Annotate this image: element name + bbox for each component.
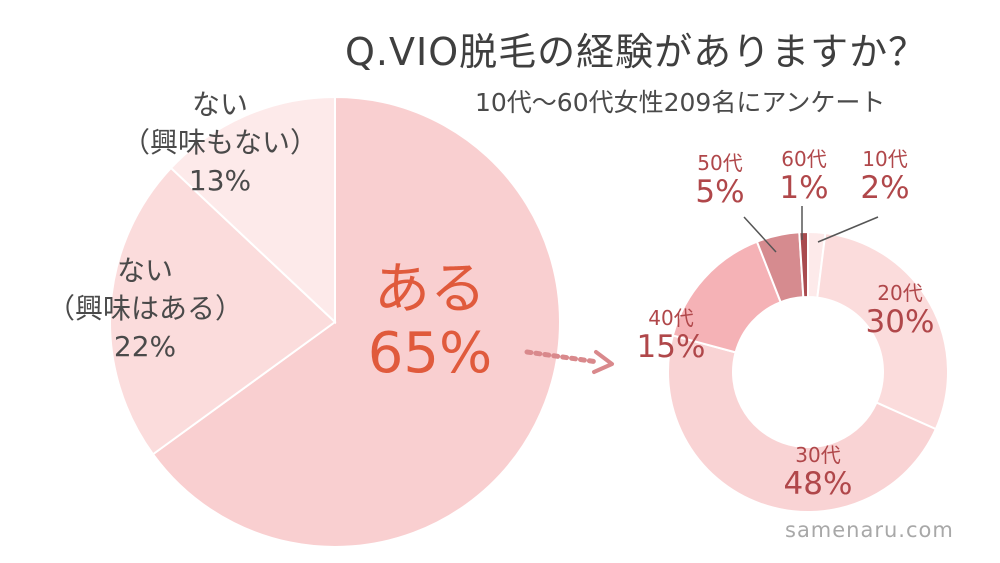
donut-age-label: 30代 (795, 443, 841, 467)
slice-value-label: 65% (367, 321, 493, 387)
main-pie (109, 95, 561, 548)
donut-age-label: 10代 (862, 147, 908, 171)
donut-value-label: 15% (636, 329, 706, 365)
donut-age-label: 60代 (781, 147, 827, 171)
chart-title: Q.VIO脱毛の経験がありますか？ (345, 30, 928, 74)
pie-slice-yes (151, 95, 561, 548)
slice-label-line: ない (116, 254, 173, 287)
donut-value-label: 30% (865, 304, 935, 340)
donut-label-20s: 20代 30% (860, 282, 940, 341)
chart-decorations (524, 206, 879, 374)
slice-label-no-interested: ない （興味はある） 22% (25, 252, 265, 365)
donut-label-60s: 60代 1% (764, 148, 844, 207)
donut-value-label: 48% (783, 466, 853, 502)
donut-segment-30s (667, 334, 938, 513)
slice-label-line: ある (374, 257, 486, 322)
donut-age-label: 20代 (877, 281, 923, 305)
leader-line-10s (817, 216, 879, 243)
donut-label-30s: 30代 48% (773, 444, 863, 503)
donut-age-label: 50代 (697, 151, 743, 175)
donut-age-label: 40代 (648, 306, 694, 330)
dotted-arrow-line (524, 349, 601, 365)
slice-label-line: ない (191, 88, 248, 121)
arrow-head-icon (592, 350, 614, 374)
donut-value-label: 1% (779, 170, 829, 206)
slice-label-no-not-interested: ない （興味もない） 13% (100, 86, 340, 199)
donut-label-50s: 50代 5% (680, 152, 760, 211)
donut-segment-20s (816, 231, 949, 431)
pie-slice-no_not_interested (169, 95, 336, 325)
slice-label-line: （興味もない） (121, 125, 318, 159)
donut-value-label: 2% (860, 170, 910, 206)
donut-label-40s: 40代 15% (626, 307, 716, 366)
chart-subtitle: 10代〜60代女性209名にアンケート (475, 88, 886, 117)
site-watermark: samenaru.com (785, 518, 954, 542)
donut-label-10s: 10代 2% (845, 148, 925, 207)
slice-value-label: 13% (188, 163, 252, 197)
slice-label-yes: ある 65% (330, 257, 530, 387)
donut-value-label: 5% (695, 174, 745, 210)
slice-value-label: 22% (113, 329, 177, 363)
pie-slice-no_interested (109, 166, 337, 456)
age-donut-chart (667, 230, 949, 513)
leader-line-50s (743, 216, 777, 253)
slice-label-line: （興味はある） (46, 291, 243, 325)
